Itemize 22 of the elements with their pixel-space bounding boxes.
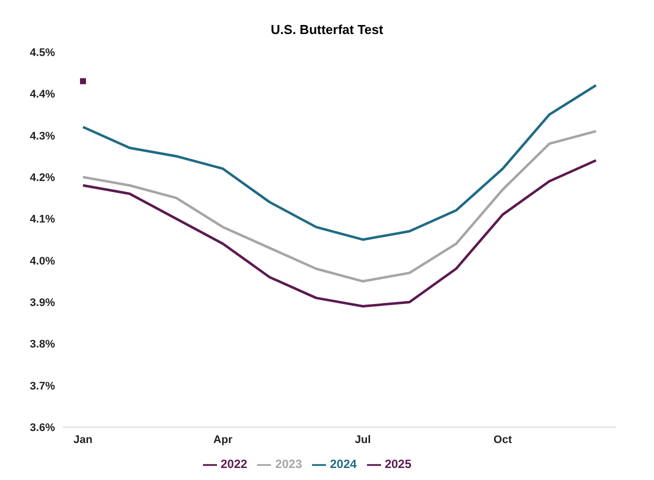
x-tick-label: Oct [494,434,512,446]
x-tick-label: Apr [213,434,234,446]
y-tick-label: 4.0% [30,255,56,268]
y-tick-label: 3.6% [30,422,56,434]
y-tick-label: 4.4% [30,88,56,101]
legend-label: 2023 [275,457,302,472]
line-series [82,130,598,283]
y-tick-label: 4.5% [30,46,56,59]
y-tick-label: 3.8% [30,338,56,351]
y-tick-label: 4.2% [30,172,56,184]
line-series [82,159,598,308]
line-series [82,84,598,241]
x-tick-label: Jan [74,434,93,446]
y-tick-label: 4.3% [30,130,56,142]
y-tick-label: 3.7% [30,380,56,392]
y-tick-label: 3.9% [30,297,56,310]
legend-label: 2024 [330,457,357,472]
x-tick-label: Jul [354,434,371,446]
y-tick-label: 4.1% [30,214,56,226]
chart-title: U.S. Butterfat Test [270,21,384,39]
legend-label: 2025 [384,457,412,472]
legend-label: 2022 [220,457,248,472]
